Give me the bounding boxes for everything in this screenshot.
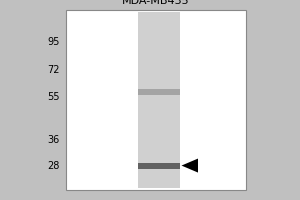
Text: MDA-MB435: MDA-MB435 — [122, 0, 190, 6]
Text: 28: 28 — [48, 161, 60, 171]
Bar — [138, 163, 180, 169]
Text: 36: 36 — [48, 135, 60, 145]
Bar — [138, 12, 180, 188]
Text: 72: 72 — [47, 65, 60, 75]
Polygon shape — [182, 159, 198, 173]
Text: 95: 95 — [48, 37, 60, 47]
Text: 55: 55 — [47, 92, 60, 102]
Bar — [66, 10, 246, 190]
Bar — [138, 89, 180, 95]
